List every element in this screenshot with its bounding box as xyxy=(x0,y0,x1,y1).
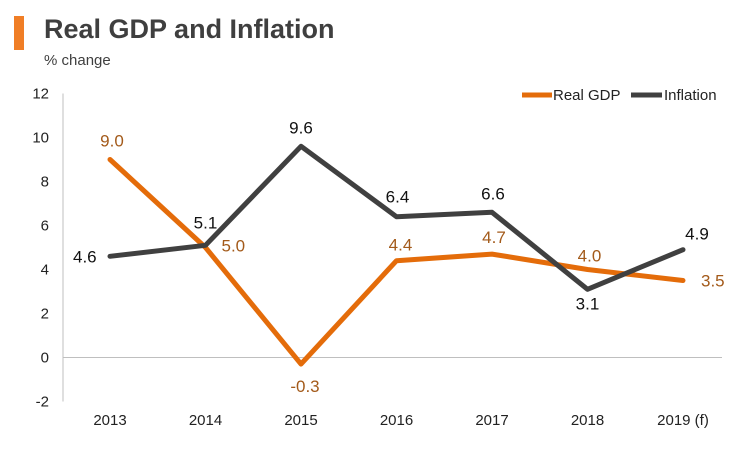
x-tick-label: 2014 xyxy=(189,412,222,429)
real-gdp-data-label: -0.3 xyxy=(290,377,319,396)
inflation-data-label: 3.1 xyxy=(576,294,600,313)
inflation-data-label: 9.6 xyxy=(289,118,313,137)
inflation-data-label: 5.1 xyxy=(194,213,218,232)
real-gdp-data-label: 5.0 xyxy=(222,237,246,256)
x-tick-label: 2016 xyxy=(380,412,413,429)
x-tick-label: 2018 xyxy=(571,412,604,429)
x-tick-label: 2019 (f) xyxy=(657,412,709,429)
y-tick-label: 0 xyxy=(41,350,49,367)
y-tick-label: 4 xyxy=(41,262,49,279)
chart-subtitle: % change xyxy=(44,52,111,69)
x-tick-label: 2017 xyxy=(475,412,508,429)
real-gdp-legend-label: Real GDP xyxy=(553,87,621,104)
x-tick-label: 2013 xyxy=(93,412,126,429)
y-tick-label: -2 xyxy=(36,394,49,411)
inflation-data-label: 6.6 xyxy=(481,184,505,203)
y-tick-label: 8 xyxy=(41,174,49,191)
inflation-data-label: 6.4 xyxy=(386,188,410,207)
real-gdp-data-label: 4.4 xyxy=(389,236,413,255)
real-gdp-data-label: 4.0 xyxy=(578,247,602,266)
y-tick-label: 2 xyxy=(41,306,49,323)
inflation-series-line xyxy=(107,143,686,292)
real-gdp-data-label: 3.5 xyxy=(701,272,725,291)
inflation-legend-label: Inflation xyxy=(664,87,717,104)
inflation-data-label: 4.9 xyxy=(685,225,709,244)
y-tick-label: 10 xyxy=(32,130,49,147)
real-gdp-data-label: 9.0 xyxy=(100,132,124,151)
title-accent-bar xyxy=(14,16,24,50)
real-gdp-data-label: 4.7 xyxy=(482,228,506,247)
inflation-data-label: 4.6 xyxy=(73,247,97,266)
chart-title: Real GDP and Inflation xyxy=(44,14,335,44)
y-tick-label: 12 xyxy=(32,86,49,103)
x-tick-label: 2015 xyxy=(284,412,317,429)
y-tick-label: 6 xyxy=(41,218,49,235)
